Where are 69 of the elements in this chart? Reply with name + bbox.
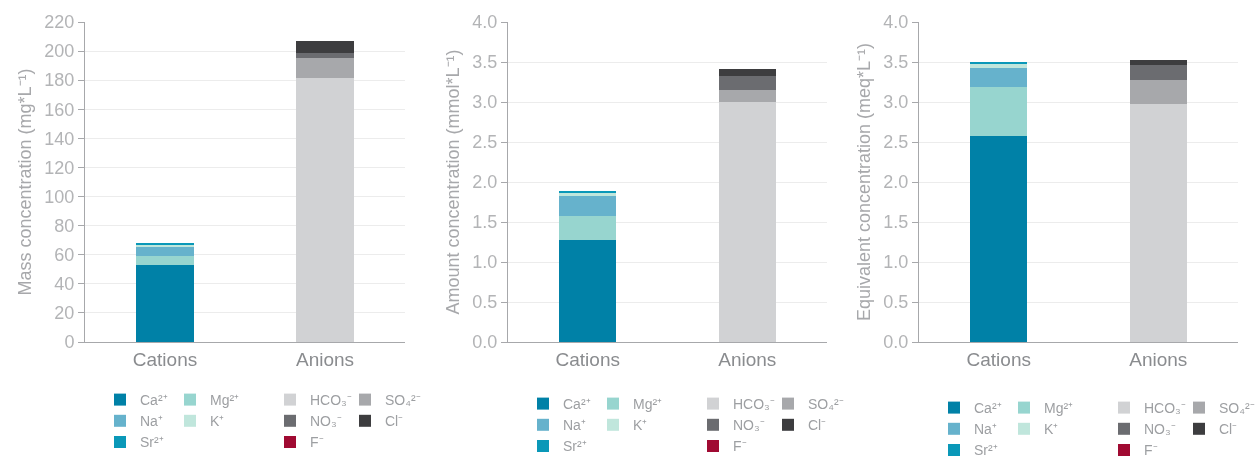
y-tick-label: 2.5 — [472, 132, 498, 153]
legend-label: Cl⁻ — [1219, 421, 1238, 438]
y-tick-label: 0.0 — [472, 332, 498, 353]
y-tick-label: 1.5 — [472, 212, 498, 233]
y-tick-label: 0.5 — [472, 292, 498, 313]
legend-label: K⁺ — [1044, 421, 1059, 438]
legend-label: Na⁺ — [140, 413, 163, 430]
y-tick-label: 4.0 — [472, 12, 498, 33]
legend-label: Sr²⁺ — [563, 438, 587, 455]
legend-label: F⁻ — [1144, 442, 1158, 459]
y-tick-label: 1.0 — [883, 252, 909, 273]
y-tick-label: 3.0 — [472, 92, 498, 113]
y-tick-label: 3.0 — [883, 92, 909, 113]
y-tick-label: 60 — [54, 245, 75, 266]
y-tick-label: 4.0 — [883, 12, 909, 33]
legend-label: Sr²⁺ — [974, 442, 998, 459]
y-tick-label: 3.5 — [472, 52, 498, 73]
legend-label: Na⁺ — [974, 421, 997, 438]
legend-label: Mg²⁺ — [210, 392, 240, 409]
legend-label: Cl⁻ — [808, 417, 827, 434]
y-axis-title: Equivalent concentration (meq*L⁻¹) — [853, 42, 874, 322]
y-tick-label: 100 — [44, 186, 75, 207]
legend-label: Ca²⁺ — [563, 396, 591, 413]
y-tick-label: 1.5 — [883, 212, 909, 233]
legend-label: F⁻ — [310, 434, 324, 451]
legend-label: HCO₃⁻ — [310, 392, 352, 409]
x-tick-label: Anions — [1129, 348, 1188, 370]
legend-label: Mg²⁺ — [633, 396, 663, 413]
legend-label: SO₄²⁻ — [1219, 400, 1255, 417]
y-tick-label: 20 — [54, 303, 75, 324]
x-tick-label: Anions — [718, 348, 777, 370]
legend-label: Sr²⁺ — [140, 434, 164, 451]
legend-label: Ca²⁺ — [140, 392, 168, 409]
x-tick-label: Cations — [132, 348, 198, 370]
y-tick-label: 2.0 — [883, 172, 909, 193]
legend-label: Mg²⁺ — [1044, 400, 1074, 417]
y-tick-label: 120 — [44, 157, 75, 178]
y-axis-title: Amount concentration (mmol*L⁻¹) — [442, 49, 463, 315]
y-tick-label: 2.0 — [472, 172, 498, 193]
legend-label: Ca²⁺ — [974, 400, 1002, 417]
legend-label: K⁺ — [633, 417, 648, 434]
legend-label: SO₄²⁻ — [808, 396, 844, 413]
x-tick-label: Cations — [555, 348, 620, 370]
y-tick-label: 180 — [44, 70, 75, 91]
legend-label: Cl⁻ — [385, 413, 404, 430]
legend-label: SO₄²⁻ — [385, 392, 421, 409]
legend-label: NO₃⁻ — [1144, 421, 1176, 438]
y-tick-label: 140 — [44, 128, 75, 149]
y-tick-label: 200 — [44, 41, 75, 62]
legend-label: F⁻ — [733, 438, 747, 455]
y-tick-label: 220 — [44, 12, 75, 33]
y-tick-label: 1.0 — [472, 252, 498, 273]
legend-label: NO₃⁻ — [310, 413, 342, 430]
legend-label: HCO₃⁻ — [733, 396, 775, 413]
y-tick-label: 80 — [54, 215, 75, 236]
legend-label: K⁺ — [210, 413, 225, 430]
legend-label: NO₃⁻ — [733, 417, 765, 434]
y-tick-label: 0.0 — [883, 332, 909, 353]
legend-label: HCO₃⁻ — [1144, 400, 1186, 417]
y-tick-label: 160 — [44, 99, 75, 120]
y-tick-label: 2.5 — [883, 132, 909, 153]
y-tick-label: 0 — [64, 332, 75, 353]
y-axis-title: Mass concentration (mg*L⁻¹) — [14, 68, 35, 296]
legend-label: Na⁺ — [563, 417, 586, 434]
x-tick-label: Cations — [966, 348, 1031, 370]
y-tick-label: 0.5 — [883, 292, 909, 313]
y-tick-label: 40 — [54, 274, 75, 295]
y-tick-label: 3.5 — [883, 52, 909, 73]
x-tick-label: Anions — [295, 348, 355, 370]
